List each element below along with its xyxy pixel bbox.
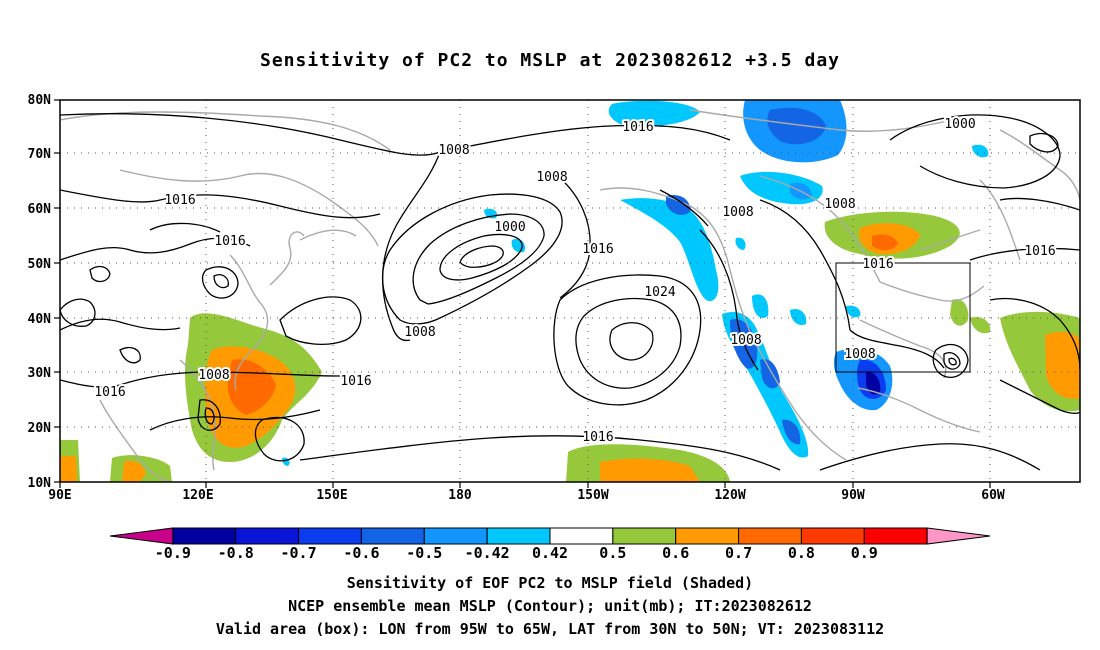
lat-label: 60N: [28, 202, 52, 217]
colorbar-box: [423, 527, 488, 545]
contour-labels: 1016 1000 1008 1008 1016 1008 1000 1016 …: [92, 115, 1057, 447]
colorbar-boxes: [109, 527, 991, 545]
contour-label: 1016: [94, 385, 125, 400]
contour-label: 1008: [722, 205, 753, 220]
colorbar-box: [612, 527, 677, 545]
lat-label: 20N: [28, 421, 52, 436]
contour-label: 1016: [582, 430, 613, 445]
contour-label: 1008: [438, 143, 469, 158]
lon-label: 120W: [714, 488, 745, 503]
contour-label: 1016: [1024, 244, 1055, 259]
colorbar-label: -0.42: [465, 544, 510, 562]
colorbar-high-extension: [926, 527, 991, 545]
colorbar-box: [549, 527, 614, 545]
lon-label: 90E: [48, 488, 71, 503]
plot-frame: [59, 99, 1081, 483]
map-title: Sensitivity of PC2 to MSLP at 2023082612…: [259, 50, 840, 71]
graticule: [60, 100, 1080, 482]
colorbar-label: -0.8: [218, 544, 254, 562]
colorbar-label: -0.6: [343, 544, 379, 562]
contour-label: 1008: [824, 197, 855, 212]
contour-label: 1024: [644, 285, 675, 300]
colorbar-label: 0.9: [851, 544, 878, 562]
contour-label: 1016: [214, 234, 245, 249]
colorbar-label: -0.5: [406, 544, 442, 562]
colorbar-box: [675, 527, 740, 545]
contour-label: 1016: [164, 193, 195, 208]
contour-label: 1016: [622, 120, 653, 135]
caption-line-1: Sensitivity of EOF PC2 to MSLP field (Sh…: [346, 574, 754, 592]
caption-line-2: NCEP ensemble mean MSLP (Contour); unit(…: [288, 597, 812, 615]
lat-label: 70N: [28, 147, 52, 162]
colorbar-label: -0.9: [155, 544, 191, 562]
colorbar-label: 0.6: [662, 544, 689, 562]
colorbar-label: 0.5: [599, 544, 626, 562]
colorbar-labels: -0.9 -0.8 -0.7 -0.6 -0.5 -0.42 0.42 0.5 0.6 0.7 0.…: [155, 544, 878, 562]
colorbar-low-extension: [109, 527, 174, 545]
lon-label: 120E: [182, 488, 213, 503]
colorbar-box: [360, 527, 425, 545]
mslp-sensitivity-map: 1016 1000 1008 1008 1016 1008 1000 1016 …: [28, 93, 1081, 503]
contour-label: 1008: [198, 368, 229, 383]
colorbar-label: 0.7: [725, 544, 752, 562]
mslp-contours: [60, 113, 1080, 471]
lon-label: 90W: [841, 488, 865, 503]
colorbar-label: 0.8: [788, 544, 815, 562]
longitude-labels: 90E 120E 150E 180 150W 120W 90W 60W: [48, 488, 1005, 503]
lon-label: 180: [448, 488, 472, 503]
valid-area-box: [835, 262, 971, 373]
contour-label: 1008: [404, 325, 435, 340]
contour-label: 1008: [844, 347, 875, 362]
negative-sensitivity-shading: [282, 100, 989, 466]
colorbar: -0.9 -0.8 -0.7 -0.6 -0.5 -0.42 0.42 0.5 0.6 0.7 0.…: [109, 527, 991, 562]
lat-label: 30N: [28, 366, 52, 381]
colorbar-box: [235, 527, 300, 545]
contour-label: 1000: [944, 117, 975, 132]
lon-label: 150W: [577, 488, 608, 503]
colorbar-box: [863, 527, 928, 545]
lon-label: 150E: [316, 488, 347, 503]
caption-line-3: Valid area (box): LON from 95W to 65W, L…: [215, 620, 885, 638]
contour-label: 1016: [862, 257, 893, 272]
latitude-labels: 80N 70N 60N 50N 40N 30N 20N 10N: [28, 93, 52, 491]
axis-ticks: [54, 99, 991, 488]
lon-label: 60W: [981, 488, 1005, 503]
contour-label: 1016: [340, 374, 371, 389]
contour-label: 1000: [494, 220, 525, 235]
colorbar-box: [738, 527, 802, 545]
contour-label: 1016: [582, 242, 613, 257]
contour-label: 1008: [730, 333, 761, 348]
contour-label: 1008: [536, 170, 567, 185]
positive-sensitivity-shading: [60, 211, 1080, 482]
colorbar-box: [172, 527, 237, 545]
lat-label: 80N: [28, 93, 52, 108]
colorbar-box: [800, 527, 865, 545]
colorbar-label: 0.42: [532, 544, 568, 562]
lat-label: 40N: [28, 312, 52, 327]
colorbar-label: -0.7: [281, 544, 317, 562]
colorbar-box: [298, 527, 362, 545]
colorbar-box: [486, 527, 551, 545]
lat-label: 10N: [28, 476, 52, 491]
lat-label: 50N: [28, 257, 52, 272]
